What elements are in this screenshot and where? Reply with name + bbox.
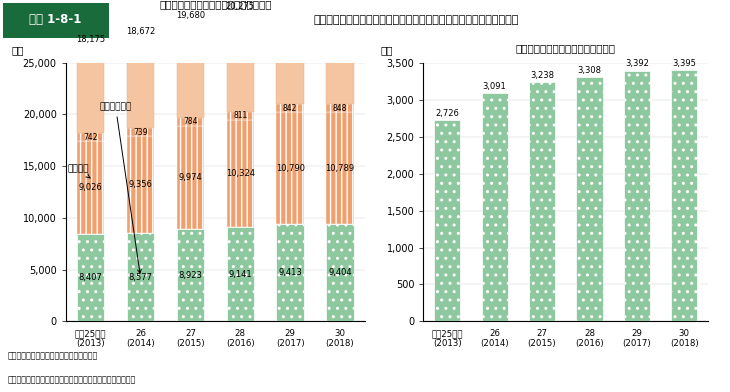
Text: 3,308: 3,308	[577, 66, 602, 75]
Text: 18,175: 18,175	[76, 35, 105, 44]
Y-axis label: 億円: 億円	[12, 45, 24, 55]
Bar	[326, 224, 354, 321]
Bar	[529, 82, 555, 321]
Text: 3,238: 3,238	[530, 71, 554, 80]
Title: （農業生産関連事業の年間総販売金額）: （農業生産関連事業の年間総販売金額）	[159, 0, 272, 9]
Y-axis label: 万円: 万円	[380, 45, 393, 55]
Text: 811: 811	[233, 111, 247, 120]
Text: 8,577: 8,577	[128, 272, 153, 281]
Bar	[226, 227, 254, 321]
Bar	[127, 128, 154, 136]
Bar	[77, 0, 104, 133]
Text: 10,789: 10,789	[326, 164, 355, 173]
Text: 9,974: 9,974	[179, 173, 202, 182]
Text: 3,091: 3,091	[483, 82, 507, 91]
Text: 9,141: 9,141	[228, 270, 252, 279]
Text: 742: 742	[83, 132, 98, 142]
Bar	[226, 0, 254, 112]
Bar	[77, 234, 104, 321]
Text: 農業生産関連事業の年間総販売金額と１事業体当たりの年間販売金額: 農業生産関連事業の年間総販売金額と１事業体当たりの年間販売金額	[313, 15, 519, 25]
Bar	[77, 141, 104, 234]
Bar	[177, 229, 204, 321]
Text: 20,275: 20,275	[226, 2, 255, 11]
Bar	[277, 113, 304, 224]
Text: 農産加工: 農産加工	[67, 164, 90, 178]
Text: 3,395: 3,395	[672, 59, 696, 68]
Bar	[434, 120, 460, 321]
Text: 図表 1-8-1: 図表 1-8-1	[29, 13, 82, 26]
Bar	[226, 120, 254, 227]
Text: 3,392: 3,392	[625, 60, 649, 69]
Text: 9,413: 9,413	[278, 268, 302, 277]
Bar	[277, 224, 304, 321]
Text: 9,404: 9,404	[328, 268, 352, 277]
Text: 8,923: 8,923	[178, 271, 202, 280]
Bar	[226, 112, 254, 120]
Bar	[127, 136, 154, 233]
Text: 784: 784	[183, 117, 198, 126]
Bar	[77, 133, 104, 141]
Text: その他: その他	[0, 391, 1, 392]
Bar	[326, 0, 354, 104]
Text: 資料：農林水産省「６次産業化総合調査」: 資料：農林水産省「６次産業化総合調査」	[7, 352, 98, 361]
Text: 848: 848	[333, 103, 347, 113]
Bar	[177, 118, 204, 126]
Bar	[177, 0, 204, 118]
Bar	[482, 93, 507, 321]
Bar	[277, 0, 304, 103]
Text: 農産物直売所: 農産物直売所	[99, 102, 141, 273]
Bar	[326, 104, 354, 113]
Text: 18,672: 18,672	[126, 27, 155, 36]
Bar	[127, 233, 154, 321]
Text: 739: 739	[133, 127, 148, 136]
Bar	[326, 113, 354, 224]
FancyBboxPatch shape	[3, 3, 109, 38]
Text: 8,407: 8,407	[79, 274, 103, 283]
Bar	[277, 103, 304, 113]
Text: 9,026: 9,026	[79, 183, 102, 192]
Text: 2,726: 2,726	[435, 109, 459, 118]
Bar	[177, 126, 204, 229]
Text: 注：その他は観光農園、農家民宿、農家レストランの合計: 注：その他は観光農園、農家民宿、農家レストランの合計	[7, 375, 136, 384]
Bar	[577, 77, 602, 321]
Text: 842: 842	[283, 103, 297, 113]
Bar	[127, 0, 154, 128]
Bar	[624, 71, 650, 321]
Text: 19,680: 19,680	[176, 11, 205, 20]
Title: （１事業体当たりの年間販売金額）: （１事業体当たりの年間販売金額）	[516, 44, 615, 54]
Bar	[672, 71, 697, 321]
Text: 10,324: 10,324	[226, 169, 255, 178]
Text: 9,356: 9,356	[128, 180, 153, 189]
Text: 10,790: 10,790	[276, 164, 304, 173]
